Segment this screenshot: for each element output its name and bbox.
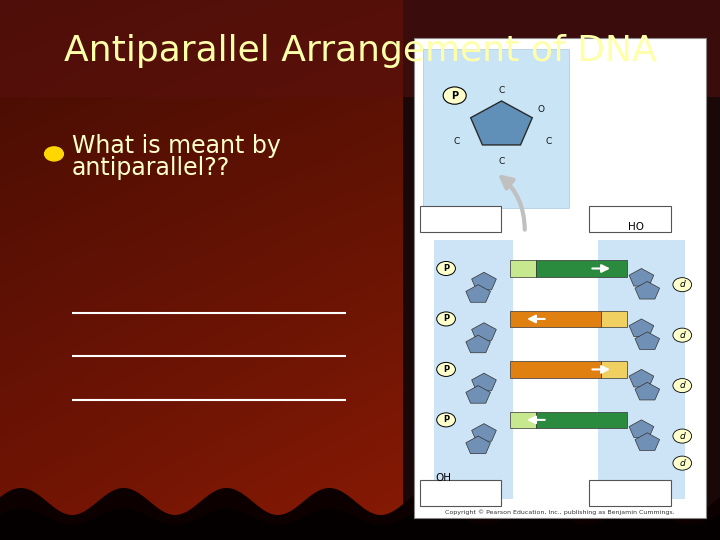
Bar: [423, 49, 569, 208]
Bar: [420, 206, 501, 232]
Text: What is meant by: What is meant by: [72, 134, 281, 158]
Circle shape: [443, 87, 467, 104]
Bar: [601, 361, 627, 377]
Polygon shape: [629, 319, 654, 336]
Bar: [510, 412, 536, 428]
Polygon shape: [466, 436, 490, 454]
Text: d: d: [680, 431, 685, 441]
Bar: [510, 361, 601, 377]
FancyArrowPatch shape: [501, 177, 525, 230]
Polygon shape: [472, 424, 496, 441]
Text: d: d: [680, 458, 685, 468]
Polygon shape: [471, 101, 532, 145]
Polygon shape: [466, 335, 490, 353]
Circle shape: [673, 456, 692, 470]
Bar: [510, 260, 536, 276]
Circle shape: [437, 261, 456, 275]
Text: P: P: [451, 91, 458, 100]
Text: C: C: [498, 86, 505, 94]
Polygon shape: [635, 281, 660, 299]
Bar: [0, 0, 720, 97]
Text: d: d: [680, 330, 685, 340]
Bar: [434, 240, 513, 499]
Bar: [589, 206, 670, 232]
Circle shape: [673, 278, 692, 292]
Circle shape: [437, 312, 456, 326]
Text: P: P: [443, 314, 449, 323]
Text: Antiparallel Arrangement of DNA: Antiparallel Arrangement of DNA: [63, 35, 657, 68]
Polygon shape: [629, 420, 654, 437]
Circle shape: [673, 379, 692, 393]
Polygon shape: [635, 382, 660, 400]
Text: C: C: [498, 158, 505, 166]
Bar: [589, 480, 670, 507]
Polygon shape: [466, 386, 490, 403]
Polygon shape: [635, 433, 660, 450]
Bar: [420, 480, 501, 507]
Text: d: d: [680, 280, 685, 289]
Polygon shape: [472, 272, 496, 290]
Bar: [510, 311, 601, 327]
Bar: [601, 311, 627, 327]
Polygon shape: [472, 373, 496, 391]
Text: antiparallel??: antiparallel??: [72, 157, 230, 180]
Text: Copyright © Pearson Education, Inc., publishing as Benjamin Cummings.: Copyright © Pearson Education, Inc., pub…: [445, 509, 675, 515]
Bar: [536, 412, 627, 428]
Text: d: d: [680, 381, 685, 390]
Text: O: O: [538, 105, 544, 113]
Bar: [598, 240, 685, 499]
Polygon shape: [629, 268, 654, 286]
Polygon shape: [629, 369, 654, 387]
Text: C: C: [454, 137, 460, 146]
Circle shape: [437, 413, 456, 427]
Bar: [414, 38, 706, 518]
Text: P: P: [443, 365, 449, 374]
Circle shape: [673, 429, 692, 443]
Circle shape: [45, 147, 63, 161]
Polygon shape: [635, 332, 660, 349]
Text: C: C: [545, 137, 552, 146]
Polygon shape: [472, 323, 496, 340]
Circle shape: [673, 328, 692, 342]
Bar: [403, 0, 720, 540]
Bar: [536, 260, 627, 276]
Text: P: P: [443, 264, 449, 273]
Text: OH: OH: [435, 472, 451, 483]
Text: P: P: [443, 415, 449, 424]
Circle shape: [437, 362, 456, 376]
Text: HO: HO: [628, 222, 644, 232]
Polygon shape: [466, 285, 490, 302]
